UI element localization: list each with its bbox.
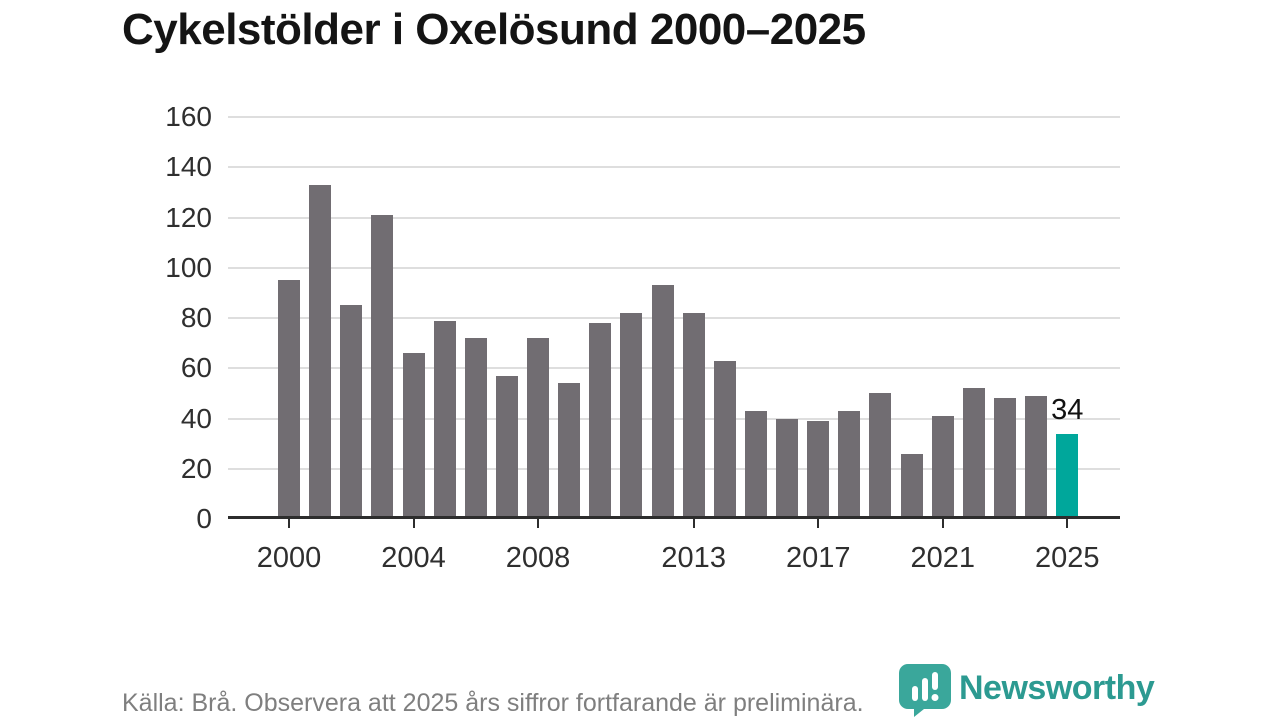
- chart-title: Cykelstölder i Oxelösund 2000–2025: [122, 5, 866, 54]
- bar-2011: [620, 312, 643, 519]
- bar-2007: [495, 375, 518, 519]
- y-axis-label-40: 40: [180, 402, 212, 434]
- x-axis-label-2021: 2021: [910, 542, 975, 574]
- bar-2021: [931, 416, 954, 519]
- newsworthy-bubble-chart-icon: [899, 664, 951, 717]
- bar-2025: [1056, 433, 1079, 519]
- y-axis: 0 20 40 60 80 100 120 140 160: [0, 0, 212, 720]
- y-axis-label-140: 140: [165, 151, 212, 183]
- bar-2023: [993, 398, 1016, 519]
- last-bar-value-label: 34: [1051, 393, 1084, 426]
- y-axis-label-20: 20: [180, 452, 212, 484]
- x-axis-label-2008: 2008: [505, 542, 571, 574]
- gridline-100: [228, 266, 1120, 269]
- x-axis-label-2017: 2017: [785, 542, 851, 574]
- bar-2006: [464, 338, 487, 519]
- gridline-120: [228, 216, 1120, 219]
- gridline-40: [228, 417, 1120, 420]
- bar-2015: [744, 410, 767, 519]
- gridline-80: [228, 317, 1120, 319]
- bar-2020: [900, 453, 923, 519]
- bar-2005: [433, 320, 456, 519]
- bar-2016: [776, 418, 799, 519]
- x-axis-label-2013: 2013: [661, 542, 726, 574]
- gridline-60: [228, 367, 1120, 370]
- x-axis-label-2025: 2025: [1034, 542, 1100, 574]
- source-note: Källa: Brå. Observera att 2025 års siffr…: [122, 689, 864, 717]
- x-tick-2025: [1066, 519, 1069, 528]
- newsworthy-logo: Newsworthy: [896, 662, 1155, 718]
- gridline-20: [228, 467, 1120, 470]
- bar-2017: [807, 421, 830, 519]
- bar-2014: [713, 360, 736, 519]
- plot-area: 34: [228, 116, 1120, 528]
- x-tick-2008: [537, 519, 540, 528]
- bar-2008: [527, 338, 550, 519]
- x-axis-label-2004: 2004: [381, 542, 446, 574]
- y-axis-label-80: 80: [180, 302, 212, 333]
- bar-2000: [278, 280, 300, 519]
- y-axis-label-60: 60: [180, 352, 212, 384]
- x-tick-2000: [288, 519, 290, 528]
- y-axis-label-0: 0: [196, 503, 212, 534]
- x-axis-line: [228, 516, 1120, 519]
- bar-2012: [651, 285, 674, 519]
- bar-2019: [869, 393, 892, 519]
- y-axis-label-160: 160: [165, 101, 212, 132]
- x-tick-2021: [941, 519, 944, 528]
- x-tick-2004: [412, 519, 415, 528]
- bar-2022: [962, 388, 985, 519]
- bar-2002: [340, 305, 363, 519]
- bar-2001: [309, 184, 332, 519]
- bar-2009: [558, 383, 581, 519]
- x-axis-label-2000: 2000: [256, 542, 322, 574]
- y-axis-label-100: 100: [165, 251, 212, 283]
- bar-2018: [838, 410, 861, 519]
- bar-2004: [402, 353, 425, 519]
- x-tick-2017: [817, 519, 820, 528]
- bar-2010: [589, 323, 612, 519]
- gridline-140: [228, 166, 1120, 169]
- logo-wordmark: Newsworthy: [959, 668, 1155, 707]
- bar-2024: [1025, 395, 1048, 519]
- x-tick-2013: [692, 519, 695, 528]
- gridline-160: [228, 116, 1120, 118]
- x-axis: 2000 2004 2008 2013 2017 2021 2025: [0, 541, 1280, 577]
- bar-2003: [371, 215, 394, 519]
- bar-2013: [682, 312, 705, 519]
- y-axis-label-120: 120: [165, 201, 212, 233]
